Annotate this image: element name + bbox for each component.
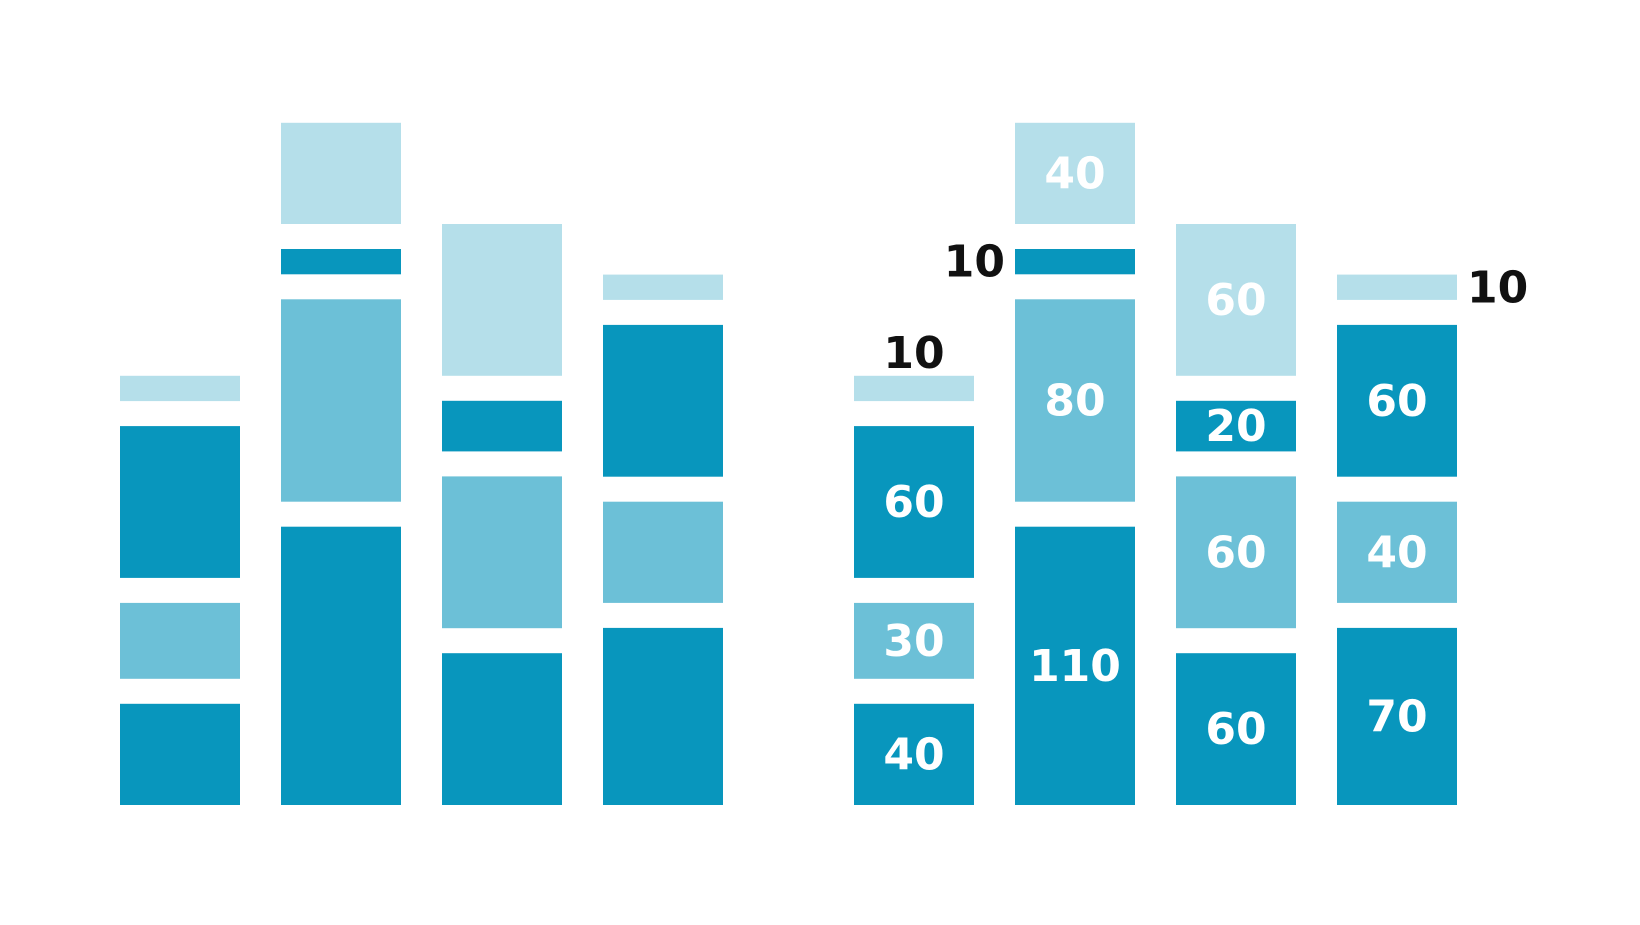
data-label: 60 <box>1366 376 1427 427</box>
bar-segment <box>120 703 240 805</box>
bar-segment <box>1337 501 1457 603</box>
data-label: 30 <box>883 616 944 667</box>
data-label: 40 <box>883 729 944 780</box>
data-label: 10 <box>944 237 1005 288</box>
data-label: 40 <box>1044 148 1105 199</box>
data-label: 70 <box>1366 691 1427 742</box>
bar-segment <box>1337 274 1457 300</box>
bar-segment <box>1176 400 1296 452</box>
bar-segment <box>603 627 723 805</box>
bar-segment <box>603 324 723 477</box>
bar-segment <box>1176 224 1296 376</box>
bar-segment <box>442 653 562 805</box>
bar-segment <box>1176 653 1296 805</box>
data-label: 60 <box>1205 704 1266 755</box>
bar-segment <box>1015 122 1135 224</box>
bar-segment <box>854 375 974 402</box>
bar-segment <box>1015 299 1135 502</box>
bar-segment <box>603 501 723 603</box>
bar-segment <box>603 274 723 300</box>
bar-segment <box>1337 324 1457 477</box>
data-label: 10 <box>1467 262 1528 313</box>
bar-segment <box>281 122 401 224</box>
bar-segment <box>442 224 562 376</box>
data-label: 80 <box>1044 376 1105 427</box>
data-label: 60 <box>883 477 944 528</box>
bar-segment <box>1015 249 1135 275</box>
data-label: 10 <box>883 328 944 379</box>
bar-segment <box>1337 627 1457 805</box>
data-label: 40 <box>1366 527 1427 578</box>
bar-segment <box>281 526 401 805</box>
labeled-stacked-bar-chart: 40 30 60 10 110 80 10 40 60 60 20 60 70 40 60 10 <box>854 122 1528 805</box>
bar-segment <box>1015 526 1135 805</box>
bar-segment <box>120 375 240 402</box>
bar-segment <box>120 426 240 578</box>
bar-segment <box>442 400 562 452</box>
data-label: 60 <box>1205 527 1266 578</box>
data-label: 60 <box>1205 275 1266 326</box>
bar-segment <box>854 426 974 578</box>
data-label: 20 <box>1205 401 1266 452</box>
bar-segment <box>442 476 562 629</box>
bar-segment <box>854 602 974 679</box>
bar-segment <box>1176 476 1296 629</box>
unlabeled-stacked-bar-chart <box>120 122 723 805</box>
data-label: 110 <box>1029 641 1121 692</box>
bar-segment <box>281 299 401 502</box>
bar-segment <box>854 703 974 805</box>
bar-segment <box>281 249 401 275</box>
bar-segment <box>120 602 240 679</box>
